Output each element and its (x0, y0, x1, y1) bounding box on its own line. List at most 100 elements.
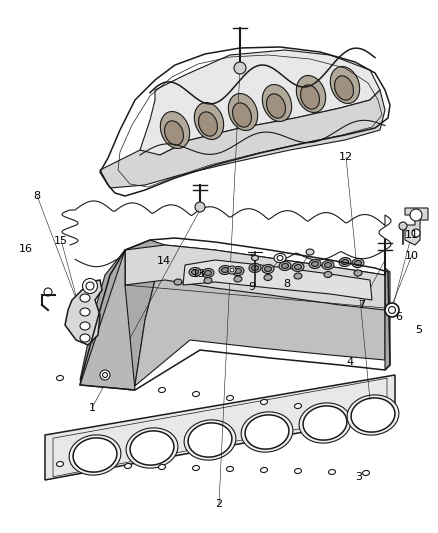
Ellipse shape (165, 121, 184, 145)
Ellipse shape (228, 93, 258, 131)
Text: 1: 1 (88, 403, 95, 413)
Ellipse shape (251, 265, 258, 271)
Ellipse shape (294, 469, 301, 473)
Polygon shape (125, 245, 385, 310)
Ellipse shape (57, 462, 64, 466)
Ellipse shape (267, 94, 286, 118)
Ellipse shape (294, 264, 301, 270)
Polygon shape (140, 50, 380, 160)
Text: 5: 5 (415, 326, 422, 335)
Ellipse shape (385, 303, 399, 317)
Ellipse shape (342, 260, 349, 264)
Ellipse shape (335, 76, 353, 100)
Ellipse shape (124, 383, 131, 389)
Ellipse shape (100, 370, 110, 380)
Ellipse shape (274, 254, 286, 263)
Ellipse shape (202, 269, 214, 278)
Ellipse shape (184, 420, 236, 460)
Polygon shape (100, 90, 385, 188)
Ellipse shape (205, 270, 212, 276)
Text: 16: 16 (18, 245, 32, 254)
Ellipse shape (160, 111, 190, 149)
Text: 7: 7 (358, 300, 365, 310)
Ellipse shape (410, 209, 422, 221)
Ellipse shape (226, 395, 233, 400)
Ellipse shape (251, 255, 258, 261)
Ellipse shape (204, 278, 212, 284)
Ellipse shape (194, 102, 224, 140)
Ellipse shape (241, 412, 293, 452)
Ellipse shape (222, 268, 229, 272)
Ellipse shape (347, 395, 399, 435)
Ellipse shape (324, 271, 332, 278)
Ellipse shape (292, 262, 304, 271)
Ellipse shape (234, 276, 242, 282)
Ellipse shape (399, 222, 407, 230)
Text: 11: 11 (405, 230, 419, 239)
Ellipse shape (294, 403, 301, 408)
Polygon shape (80, 240, 165, 385)
Ellipse shape (159, 387, 166, 392)
Ellipse shape (234, 62, 246, 74)
Ellipse shape (189, 268, 201, 277)
Ellipse shape (126, 428, 178, 468)
Ellipse shape (124, 464, 131, 469)
Polygon shape (385, 268, 390, 370)
Ellipse shape (309, 260, 321, 269)
Text: 3: 3 (356, 472, 363, 482)
Ellipse shape (198, 112, 218, 136)
Ellipse shape (91, 379, 98, 384)
Ellipse shape (297, 76, 326, 112)
Polygon shape (80, 250, 135, 390)
Ellipse shape (80, 322, 90, 330)
Ellipse shape (230, 268, 234, 272)
Ellipse shape (69, 435, 121, 475)
Ellipse shape (354, 270, 362, 276)
Ellipse shape (262, 85, 292, 122)
Text: 13: 13 (192, 270, 206, 279)
Ellipse shape (91, 463, 98, 467)
Text: 8: 8 (34, 191, 41, 201)
Ellipse shape (363, 471, 370, 475)
Ellipse shape (249, 263, 261, 272)
Ellipse shape (306, 249, 314, 255)
Ellipse shape (86, 282, 94, 290)
Polygon shape (183, 260, 372, 300)
Text: 4: 4 (347, 358, 354, 367)
Ellipse shape (389, 306, 396, 313)
Ellipse shape (228, 266, 236, 274)
Ellipse shape (102, 373, 107, 377)
Ellipse shape (262, 264, 274, 273)
Ellipse shape (191, 270, 198, 274)
Ellipse shape (80, 308, 90, 316)
Ellipse shape (245, 415, 289, 449)
Text: 2: 2 (215, 499, 223, 508)
Text: 14: 14 (157, 256, 171, 266)
Text: 8: 8 (283, 279, 290, 288)
Ellipse shape (80, 294, 90, 302)
Ellipse shape (354, 261, 361, 265)
Polygon shape (65, 280, 102, 345)
Ellipse shape (174, 279, 182, 285)
Polygon shape (45, 375, 395, 480)
Ellipse shape (82, 279, 98, 294)
Text: 10: 10 (405, 251, 419, 261)
Ellipse shape (159, 464, 166, 470)
Ellipse shape (294, 273, 302, 279)
Ellipse shape (339, 257, 351, 266)
Ellipse shape (325, 262, 332, 268)
Ellipse shape (195, 202, 205, 212)
Ellipse shape (330, 67, 360, 103)
Ellipse shape (232, 266, 244, 276)
Ellipse shape (261, 467, 268, 473)
Ellipse shape (363, 411, 370, 416)
Ellipse shape (277, 255, 283, 261)
Ellipse shape (130, 431, 174, 465)
Text: 6: 6 (395, 312, 402, 321)
Ellipse shape (261, 399, 268, 405)
Polygon shape (80, 245, 385, 390)
Ellipse shape (328, 407, 336, 413)
Ellipse shape (233, 103, 251, 127)
Ellipse shape (188, 423, 232, 457)
Ellipse shape (311, 262, 318, 266)
